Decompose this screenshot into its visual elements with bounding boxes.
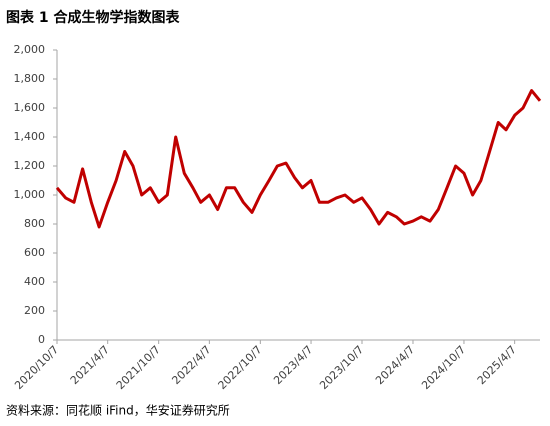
y-tick-label: 0 [38, 333, 45, 346]
y-tick-label: 1,200 [14, 159, 46, 172]
y-tick-label: 400 [24, 275, 45, 288]
y-tick-label: 1,000 [14, 188, 46, 201]
x-tick-label: 2022/10/7 [216, 343, 265, 392]
x-tick-label: 2023/4/7 [271, 343, 315, 387]
x-tick-label: 2025/4/7 [475, 343, 519, 387]
chart-title: 图表 1 合成生物学指数图表 [6, 9, 180, 26]
x-tick-label: 2020/10/7 [12, 343, 61, 392]
x-tick-label: 2021/4/7 [68, 343, 112, 387]
x-tick-label: 2024/10/7 [419, 343, 468, 392]
source-note: 资料来源：同花顺 iFind，华安证券研究所 [6, 403, 230, 418]
x-tick-label: 2024/4/7 [373, 343, 417, 387]
y-tick-label: 200 [24, 304, 45, 317]
y-tick-label: 1,800 [14, 72, 46, 85]
x-tick-label: 2023/10/7 [317, 343, 366, 392]
y-tick-label: 1,400 [14, 130, 46, 143]
y-tick-label: 800 [24, 217, 45, 230]
y-tick-label: 600 [24, 246, 45, 259]
y-tick-label: 2,000 [14, 43, 46, 56]
x-tick-label: 2021/10/7 [114, 343, 163, 392]
y-tick-label: 1,600 [14, 101, 46, 114]
x-tick-label: 2022/4/7 [169, 343, 213, 387]
index-line [55, 89, 542, 229]
